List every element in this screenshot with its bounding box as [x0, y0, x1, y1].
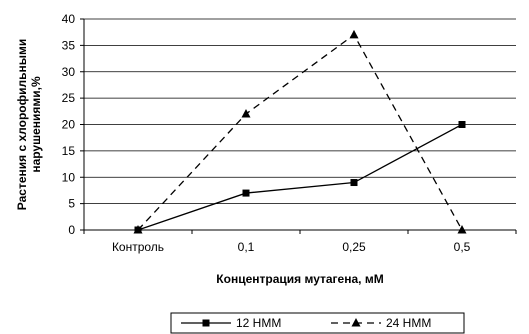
data-point: [457, 225, 467, 234]
legend: 12 НММ 24 НММ: [170, 312, 465, 334]
legend-item: 24 НММ: [331, 316, 431, 330]
data-point: [350, 179, 358, 187]
data-point: [349, 29, 359, 39]
x-tick-label: 0,5: [454, 240, 471, 254]
y-axis-label-line: Растения с хлорофильными: [15, 39, 29, 210]
legend-item: 12 НММ: [181, 316, 281, 330]
series-2: [133, 29, 467, 234]
y-axis-label: Растения с хлорофильныминарушениями,%: [15, 39, 43, 210]
x-axis-label: Концентрация мутагена, мМ: [216, 272, 383, 286]
x-axis-ticks: Контроль 0,1 0,25 0,5: [83, 230, 517, 254]
data-point: [133, 225, 143, 234]
y-tick-label: 10: [62, 170, 76, 184]
data-point: [242, 189, 250, 197]
y-tick-label: 25: [62, 91, 76, 105]
y-axis-label-line: нарушениями,%: [29, 76, 43, 173]
y-tick-label: 35: [62, 38, 76, 52]
series-line: [137, 123, 463, 231]
y-tick-label: 15: [62, 144, 76, 158]
x-tick-label: Контроль: [112, 240, 164, 254]
x-tick-label: 0,1: [238, 240, 255, 254]
y-tick-label: 0: [68, 223, 75, 237]
legend-box: [170, 312, 465, 334]
y-tick-label: 5: [68, 197, 75, 211]
series-group: [133, 29, 467, 234]
legend-label: 12 НММ: [236, 316, 281, 330]
y-tick-label: 30: [62, 65, 76, 79]
y-axis-ticks: 0 5 10 15 20 25 30 35 40: [62, 12, 84, 237]
data-point: [458, 121, 466, 128]
legend-marker: [351, 318, 361, 327]
y-tick-label: 20: [62, 118, 76, 132]
series-line: [137, 33, 463, 231]
legend-label: 24 НММ: [386, 316, 431, 330]
grid-lines: [84, 18, 516, 231]
x-tick-label: 0,25: [342, 240, 366, 254]
legend-marker: [202, 319, 210, 327]
y-tick-label: 40: [62, 12, 76, 26]
data-point: [241, 108, 251, 118]
